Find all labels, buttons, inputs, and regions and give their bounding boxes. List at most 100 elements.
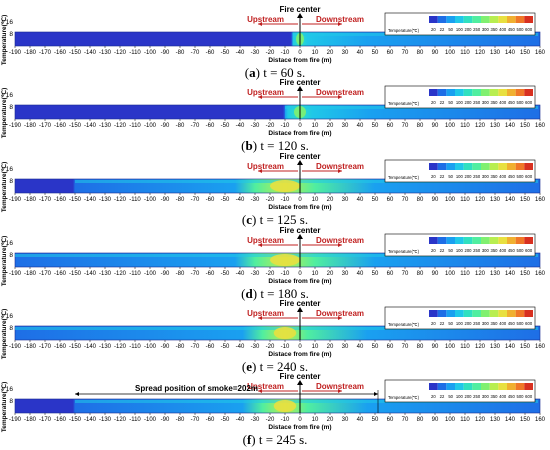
x-axis-label: Distace from fire (m) (268, 278, 331, 285)
x-tick-label: -90 (161, 123, 170, 129)
legend-tick-label: 500 (517, 394, 525, 399)
x-tick-label: 60 (387, 123, 394, 129)
x-tick-label: -40 (236, 344, 245, 350)
y-tick-label: 16 (6, 166, 14, 173)
y-axis-label: Temperature(℃) (0, 162, 8, 213)
x-tick-label: 100 (445, 50, 456, 56)
x-tick-label: -90 (161, 344, 170, 350)
x-tick-label: 80 (417, 50, 424, 56)
x-tick-label: -110 (129, 50, 141, 56)
x-tick-label: 50 (372, 344, 379, 350)
x-tick-label: 30 (342, 197, 349, 203)
x-tick-label: 160 (535, 344, 546, 350)
caption-open-paren: ( (242, 359, 246, 374)
x-tick-label: 20 (327, 271, 334, 277)
x-tick-label: 80 (417, 123, 424, 129)
legend-tick-label: 300 (482, 321, 490, 326)
x-axis-label: Distace from fire (m) (268, 424, 331, 431)
legend-tick-label: 300 (482, 27, 490, 32)
x-tick-label: -130 (99, 123, 112, 129)
legend-tick-label: 450 (508, 100, 516, 105)
x-tick-label: -120 (114, 197, 127, 203)
x-tick-label: -60 (206, 417, 215, 423)
x-tick-label: 140 (505, 271, 516, 277)
downstream-label: Downstream (316, 88, 364, 97)
panel-caption: (d) t = 180 s. (241, 286, 309, 301)
x-tick-label: -190 (9, 50, 22, 56)
legend-swatch (498, 163, 507, 170)
x-tick-label: 120 (475, 197, 486, 203)
legend-swatch (524, 383, 533, 390)
x-tick-label: 160 (535, 50, 546, 56)
x-tick-label: -120 (114, 271, 127, 277)
x-tick-label: -90 (161, 50, 170, 56)
legend-swatch (446, 89, 455, 96)
downstream-arrowhead (338, 95, 342, 99)
legend-tick-label: 200 (465, 27, 473, 32)
upstream-arrowhead (258, 22, 262, 26)
x-tick-label: -10 (281, 271, 290, 277)
legend-swatch (472, 163, 481, 170)
upstream-arrowhead (258, 95, 262, 99)
upstream-arrowhead (258, 243, 262, 247)
x-tick-label: 90 (432, 123, 439, 129)
x-tick-label: -190 (9, 123, 22, 129)
caption-text: ) t = 120 s. (253, 138, 309, 153)
legend-swatch (481, 16, 490, 23)
downstream-arrowhead (338, 169, 342, 173)
legend-swatch (463, 89, 473, 96)
x-tick-label: -100 (144, 271, 157, 277)
x-tick-label: 30 (342, 271, 349, 277)
upstream-arrowhead (258, 316, 262, 320)
legend-tick-label: 400 (499, 321, 507, 326)
fire-center-arrow (297, 234, 303, 239)
legend-swatch (481, 383, 490, 390)
y-tick-label: 8 (9, 178, 13, 185)
fire-hot-zone (270, 180, 300, 192)
x-tick-label: -180 (24, 271, 37, 277)
x-tick-label: 140 (505, 417, 516, 423)
legend-tick-label: 600 (525, 248, 533, 253)
x-tick-label: 130 (490, 344, 501, 350)
legend-swatch (463, 237, 473, 244)
x-tick-label: -40 (236, 271, 245, 277)
x-tick-label: -110 (129, 123, 141, 129)
legend-tick-label: 450 (508, 394, 516, 399)
x-tick-label: -60 (206, 123, 215, 129)
x-tick-label: 120 (475, 123, 486, 129)
legend-swatch (507, 383, 516, 390)
x-tick-label: -90 (161, 197, 170, 203)
legend-swatch (524, 237, 533, 244)
x-tick-label: -180 (24, 417, 37, 423)
fire-center-label: Fire center (280, 372, 321, 381)
x-tick-label: -150 (69, 50, 82, 56)
legend-tick-label: 450 (508, 248, 516, 253)
x-tick-label: -100 (144, 123, 157, 129)
x-tick-label: -30 (251, 417, 260, 423)
x-tick-label: -80 (176, 417, 185, 423)
legend-swatch (429, 383, 438, 390)
caption-letter: a (249, 65, 256, 80)
legend-title: Temperature(℃) (388, 395, 420, 400)
x-tick-label: 110 (460, 417, 470, 423)
x-tick-label: -50 (221, 271, 230, 277)
legend-tick-label: 350 (491, 100, 499, 105)
legend-tick-label: 200 (465, 174, 473, 179)
legend-tick-label: 500 (517, 321, 525, 326)
legend-tick-label: 250 (473, 394, 481, 399)
x-tick-label: 100 (445, 123, 456, 129)
x-tick-label: 30 (342, 417, 349, 423)
legend-swatch (515, 16, 525, 23)
legend-tick-label: 250 (473, 248, 481, 253)
legend-tick-label: 600 (525, 100, 533, 105)
x-tick-label: 20 (327, 344, 334, 350)
legend-tick-label: 50 (448, 100, 453, 105)
legend-swatch (524, 310, 533, 317)
legend-tick-label: 50 (448, 174, 453, 179)
legend-swatch (437, 383, 447, 390)
y-tick-label: 16 (6, 240, 14, 247)
x-tick-label: 50 (372, 271, 379, 277)
x-tick-label: -140 (84, 123, 97, 129)
